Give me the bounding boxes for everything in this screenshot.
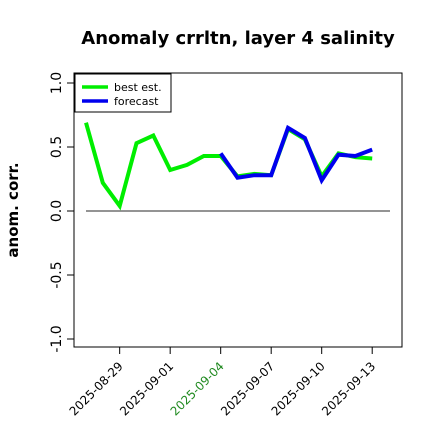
chart-title: Anomaly crrltn, layer 4 salinity [81, 28, 395, 49]
legend-label-forecast: forecast [114, 95, 159, 108]
series-line-forecast [219, 124, 373, 185]
legend-label-best-est: best est. [114, 81, 162, 94]
y-tick-label: 1.0 [49, 72, 65, 94]
y-axis-label: anom. corr. [4, 162, 22, 257]
legend: best est. forecast [74, 73, 172, 113]
plot-frame [73, 72, 403, 348]
y-tick-label: 0.0 [49, 200, 65, 222]
y-tick-label: -0.5 [49, 261, 65, 288]
x-tick-label: 2025-09-13 [319, 359, 378, 418]
y-tick-label: 0.5 [49, 136, 65, 158]
y-tick-label: -1.0 [49, 325, 65, 352]
legend-box [74, 73, 172, 113]
